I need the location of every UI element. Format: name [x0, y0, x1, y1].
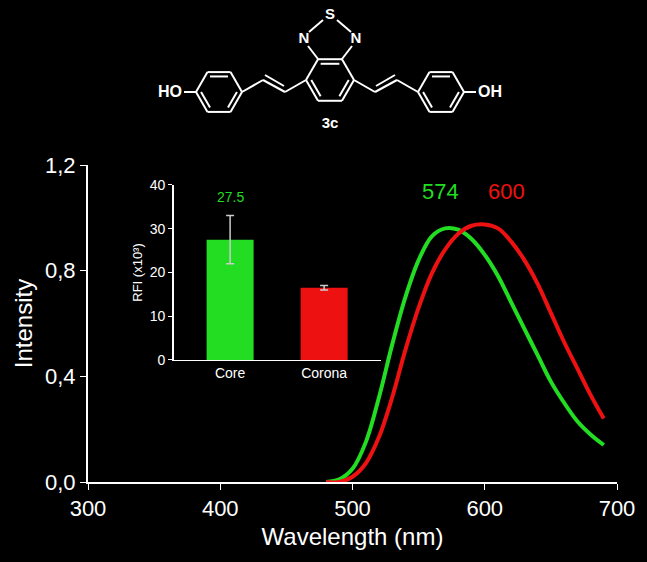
svg-text:600: 600: [488, 179, 525, 204]
svg-text:0,0: 0,0: [45, 470, 76, 495]
svg-text:30: 30: [150, 221, 166, 237]
svg-text:27.5: 27.5: [217, 189, 244, 205]
svg-text:574: 574: [422, 179, 459, 204]
svg-text:Wavelength (nm): Wavelength (nm): [262, 523, 444, 550]
svg-text:40: 40: [150, 177, 166, 193]
svg-text:N: N: [299, 29, 310, 46]
svg-text:HO: HO: [158, 83, 182, 100]
svg-text:0,8: 0,8: [45, 258, 76, 283]
svg-text:RFI (x10³): RFI (x10³): [130, 243, 145, 302]
svg-text:Intensity: Intensity: [10, 279, 37, 368]
svg-text:400: 400: [202, 496, 239, 521]
svg-text:500: 500: [334, 496, 371, 521]
svg-text:1,2: 1,2: [45, 153, 76, 178]
svg-text:N: N: [351, 29, 362, 46]
svg-text:Core: Core: [215, 365, 246, 381]
svg-text:10: 10: [150, 308, 166, 324]
svg-text:OH: OH: [478, 83, 502, 100]
svg-text:3c: 3c: [322, 114, 339, 131]
svg-text:700: 700: [599, 496, 636, 521]
svg-text:S: S: [325, 5, 335, 22]
svg-text:0,4: 0,4: [45, 364, 76, 389]
svg-text:Corona: Corona: [301, 365, 347, 381]
svg-text:600: 600: [466, 496, 503, 521]
svg-text:300: 300: [70, 496, 107, 521]
svg-text:20: 20: [150, 264, 166, 280]
svg-text:0: 0: [158, 352, 166, 368]
